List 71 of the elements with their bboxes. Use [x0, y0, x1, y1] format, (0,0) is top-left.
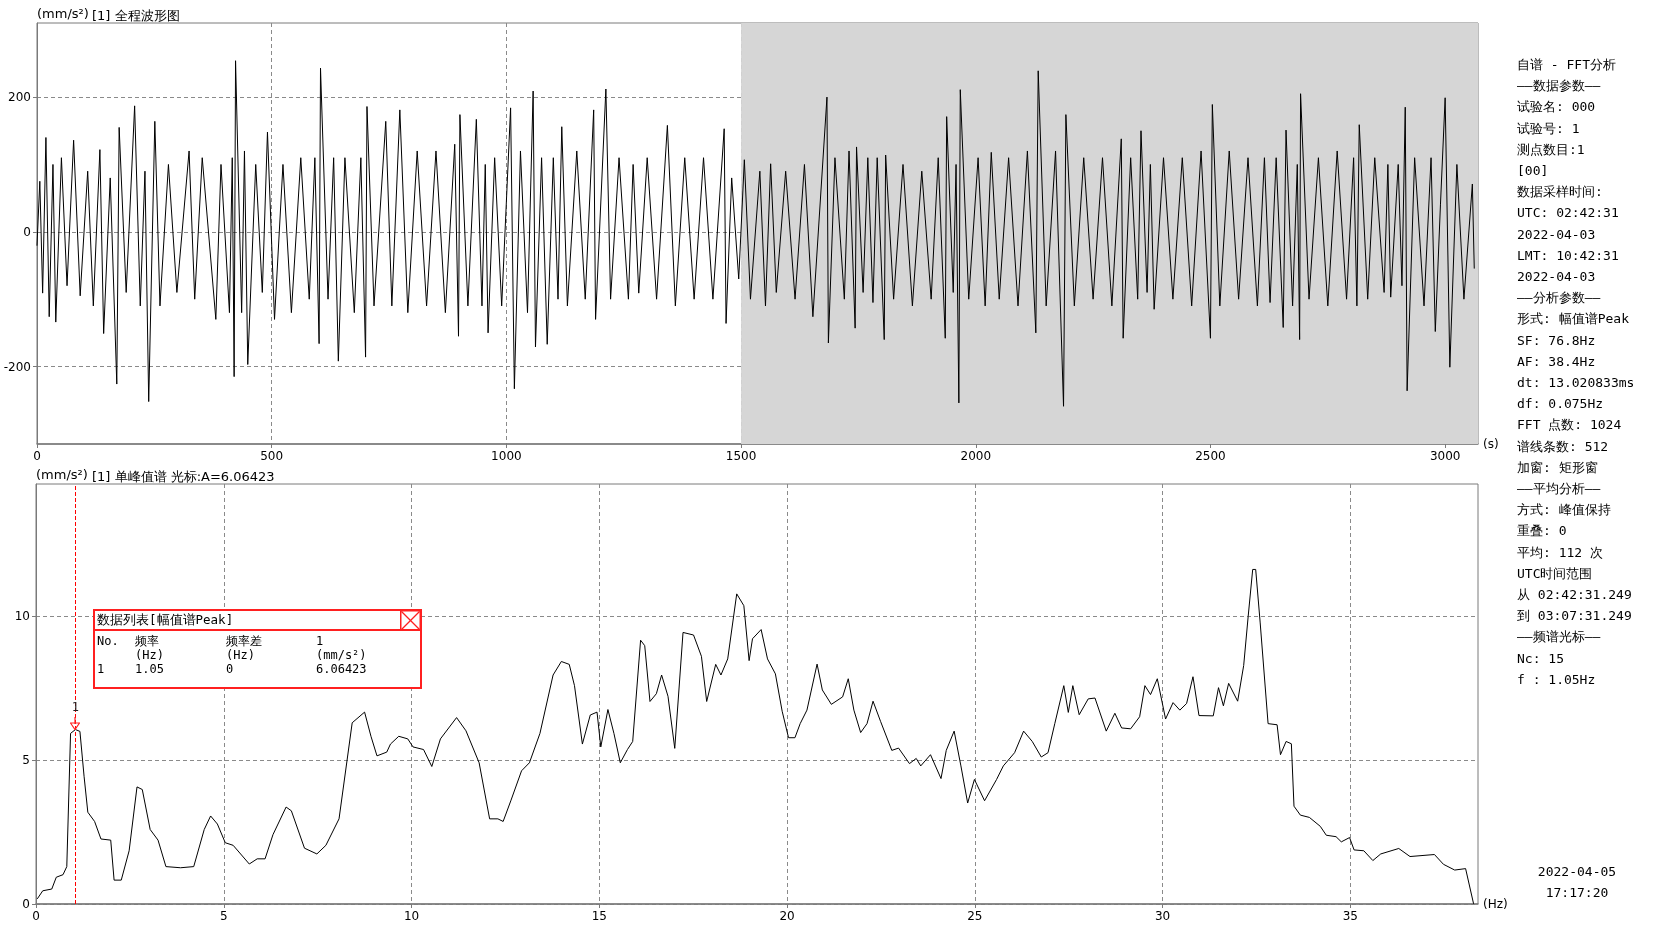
text: ——数据参数——: [1517, 77, 1602, 96]
chart-title: [1] 全程波形图: [92, 8, 180, 23]
text: FFT 点数: 1024: [1517, 416, 1623, 435]
annotation: 0: [226, 662, 235, 676]
x-tick-label: 15: [591, 909, 607, 923]
text: 形式: 幅值谱Peak: [1517, 310, 1630, 329]
annotation: 1 (mm/s²): [316, 634, 368, 662]
x-axis-title: (Hz): [1483, 897, 1508, 911]
text: ——平均分析——: [1517, 480, 1602, 499]
text: 平均: 112 次: [1517, 543, 1604, 562]
text: dt: 13.020833ms: [1517, 374, 1635, 393]
text: 17:17:20: [1544, 884, 1610, 902]
annotation: 1: [97, 662, 106, 676]
annotation: 1: [70, 699, 81, 714]
x-tick-label: 5: [219, 909, 228, 923]
text: 测点数目:1: [1517, 140, 1586, 159]
line-series: [36, 60, 1475, 407]
annotation: 1.05: [135, 662, 165, 676]
x-tick-label: 30: [1154, 909, 1171, 923]
y-tick-label: 5: [22, 753, 30, 768]
x-tick-label: 35: [1342, 909, 1358, 923]
text: 从 02:42:31.249: [1517, 586, 1633, 605]
text: 谱线条数: 512: [1517, 437, 1610, 456]
annotation: 频率 (Hz): [135, 634, 165, 662]
x-tick-label: 0: [32, 909, 40, 923]
text: 数据采样时间:: [1517, 183, 1604, 202]
y-tick-label: 200: [8, 90, 31, 105]
text: 方式: 峰值保持: [1517, 501, 1612, 520]
x-tick-label: 1500: [725, 449, 757, 463]
x-tick-label: 2500: [1195, 449, 1226, 463]
annotation: No.: [97, 634, 120, 650]
text: [00]: [1517, 162, 1550, 180]
text: AF: 38.4Hz: [1517, 352, 1597, 371]
x-tick-label: 0: [33, 449, 41, 463]
x-tick-label: 20: [779, 909, 795, 923]
x-axis-title: (s): [1483, 437, 1499, 451]
text: 自谱 - FFT分析: [1517, 56, 1617, 74]
annotation: 数据列表[幅值谱Peak]: [97, 612, 234, 628]
text: ——分析参数——: [1517, 289, 1602, 308]
text: 试验号: 1: [1517, 119, 1581, 138]
text: ——频谱光标——: [1517, 628, 1602, 647]
text: UTC时间范围: [1517, 564, 1594, 583]
chart-title: [1] 单峰值谱 光标:A=6.06423: [92, 469, 275, 484]
x-tick-label: 2000: [960, 449, 992, 463]
y-axis-title: (mm/s²): [37, 6, 89, 21]
y-axis-title: (mm/s²): [36, 467, 88, 482]
y-tick-label: 0: [22, 897, 30, 911]
y-tick-label: -200: [3, 359, 31, 374]
x-tick-label: 500: [260, 449, 284, 463]
text: 加窗: 矩形窗: [1517, 458, 1599, 477]
annotation: 6.06423: [316, 662, 368, 676]
text: UTC: 02:42:31: [1517, 204, 1620, 223]
x-tick-label: 25: [967, 909, 983, 923]
text: SF: 76.8Hz: [1517, 331, 1597, 350]
text: 2022-04-05: [1536, 863, 1618, 881]
text: 2022-04-03: [1517, 225, 1597, 244]
text: Nc: 15: [1517, 649, 1565, 668]
y-tick-label: 0: [23, 224, 31, 239]
text: LMT: 10:42:31: [1517, 246, 1620, 265]
annotation: 频率差 (Hz): [226, 634, 263, 662]
y-tick-label: 10: [14, 609, 30, 624]
text: 试验名: 000: [1517, 98, 1597, 117]
text: f : 1.05Hz: [1517, 670, 1597, 689]
text: 到 03:07:31.249: [1517, 607, 1633, 626]
x-tick-label: 3000: [1429, 449, 1461, 463]
line-series: [37, 568, 1474, 904]
x-tick-label: 10: [403, 909, 420, 923]
text: 2022-04-03: [1517, 268, 1597, 287]
text: 重叠: 0: [1517, 522, 1568, 541]
x-tick-label: 1000: [491, 449, 522, 463]
text: df: 0.075Hz: [1517, 395, 1605, 414]
